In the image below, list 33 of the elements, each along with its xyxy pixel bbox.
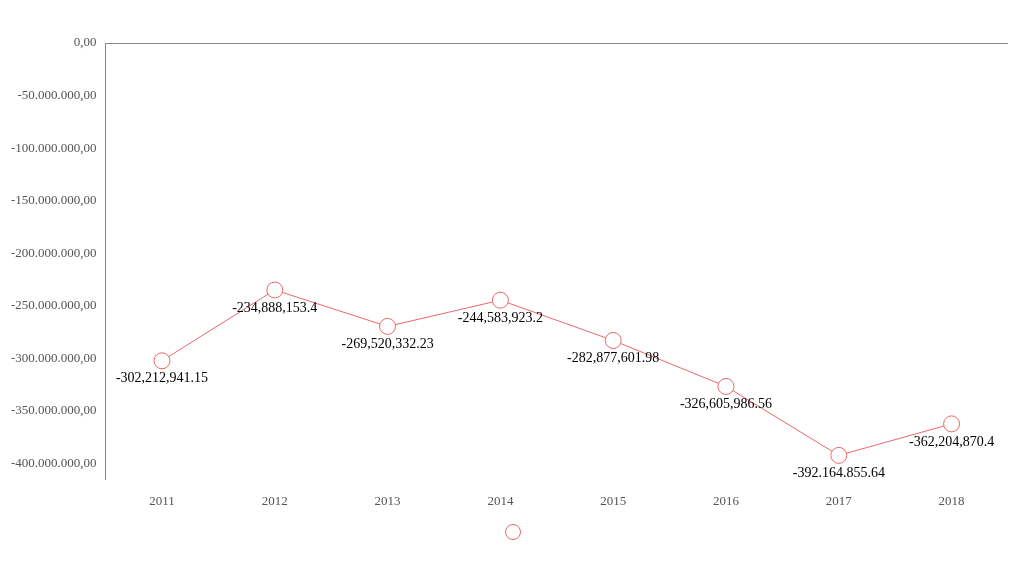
x-tick-label: 2017 xyxy=(825,492,853,508)
point xyxy=(943,415,961,433)
y-tick-label: -400.000.000,00 xyxy=(10,455,97,471)
point xyxy=(266,281,284,299)
x-tick-label: 2013 xyxy=(374,492,401,508)
y-tick-label: -300.000.000,00 xyxy=(10,349,97,365)
data-label: -269,520,332.23 xyxy=(341,336,434,352)
data-label: -282,877,601.98 xyxy=(567,350,660,366)
x-tick-label: 2011 xyxy=(149,492,175,508)
data-label: -326,605,986.56 xyxy=(679,396,773,412)
y-tick-label: -150.000.000,00 xyxy=(10,192,97,208)
y-tick-label: 0,00 xyxy=(73,34,97,50)
data-label: -362,204,870.4 xyxy=(909,433,995,449)
x-tick-label: 2016 xyxy=(712,492,740,508)
x-tick-label: 2015 xyxy=(600,492,627,508)
point xyxy=(153,352,171,370)
point xyxy=(379,317,397,335)
y-tick-label: -350.000.000,00 xyxy=(10,402,97,418)
point xyxy=(830,446,848,464)
y-tick-label: -200.000.000,00 xyxy=(10,244,97,260)
data-label: -244,583,923.2 xyxy=(457,309,543,325)
point xyxy=(491,291,509,309)
data-label: -392.164.855.64 xyxy=(792,465,885,481)
point xyxy=(717,377,735,395)
x-tick-label: 2018 xyxy=(938,492,965,508)
y-tick-label: -50.000.000,00 xyxy=(17,87,97,102)
y-tick-label: -100.000.000,00 xyxy=(10,139,97,155)
data-label: -234,888,153.4 xyxy=(232,299,318,315)
data-label: -302,212,941.15 xyxy=(115,370,209,386)
x-tick-label: 2014 xyxy=(487,492,514,508)
point xyxy=(604,331,622,349)
x-tick-label: 2012 xyxy=(261,492,288,508)
y-tick-label: -250.000.000,00 xyxy=(10,297,97,313)
